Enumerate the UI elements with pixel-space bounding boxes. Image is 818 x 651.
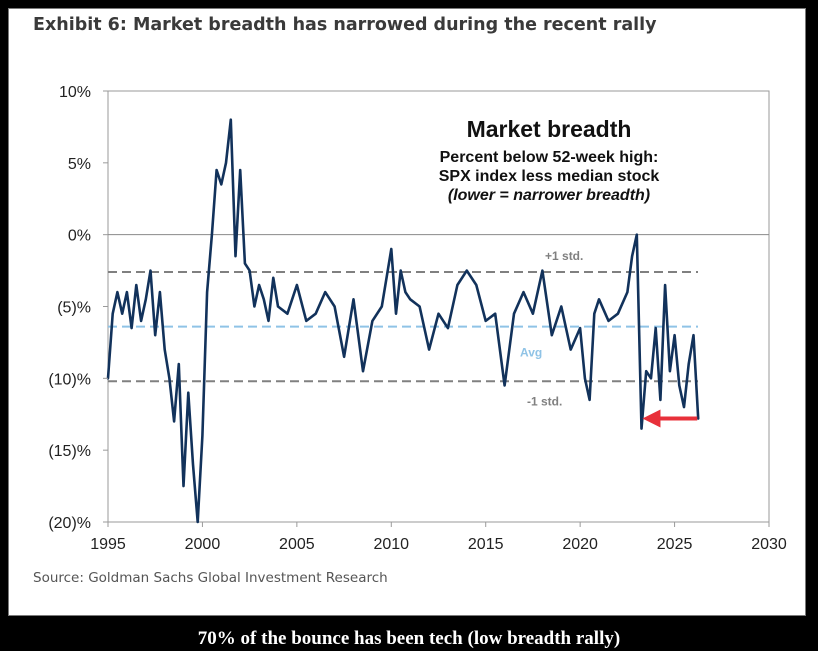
plot-area: [107, 90, 770, 523]
chart-subtitle-line-2: SPX index less median stock: [439, 168, 660, 185]
ref-line-label-1: Avg: [520, 345, 542, 359]
exhibit-title: Exhibit 6: Market breadth has narrowed d…: [33, 15, 657, 35]
y-tick-label: (15)%: [48, 443, 91, 460]
source-note: Source: Goldman Sachs Global Investment …: [33, 570, 388, 586]
y-tick-label: (5)%: [57, 300, 91, 317]
x-tick-label: 2010: [373, 536, 409, 553]
y-tick-label: (10)%: [48, 371, 91, 388]
caption: 70% of the bounce has been tech (low bre…: [197, 628, 621, 649]
y-tick-label: 10%: [59, 84, 91, 101]
y-tick-label: 0%: [68, 228, 91, 245]
x-tick-label: 2000: [185, 536, 221, 553]
y-tick-label: (20)%: [48, 515, 91, 532]
x-tick-label: 1995: [90, 536, 126, 553]
red-arrow-head: [642, 409, 661, 428]
chart-subtitle-line-3: (lower = narrower breadth): [448, 187, 650, 204]
ref-line-label-2: -1 std.: [527, 394, 562, 408]
ref-line-label-0: +1 std.: [545, 249, 583, 263]
x-tick-label: 2025: [657, 536, 693, 553]
chart-subtitle-line-1: Percent below 52-week high:: [440, 149, 659, 166]
x-tick-label: 2020: [562, 536, 598, 553]
market-breadth-chart: +1 std. Avg -1 std. 10% 5% 0% (5)% (10)% (15)% (…: [48, 84, 787, 553]
y-tick-label: 5%: [68, 156, 91, 173]
series-line-0: [106, 118, 700, 524]
chart-title: Market breadth: [467, 116, 632, 142]
x-tick-label: 2030: [751, 536, 787, 553]
x-tick-label: 2005: [279, 536, 315, 553]
x-tick-label: 2015: [468, 536, 504, 553]
